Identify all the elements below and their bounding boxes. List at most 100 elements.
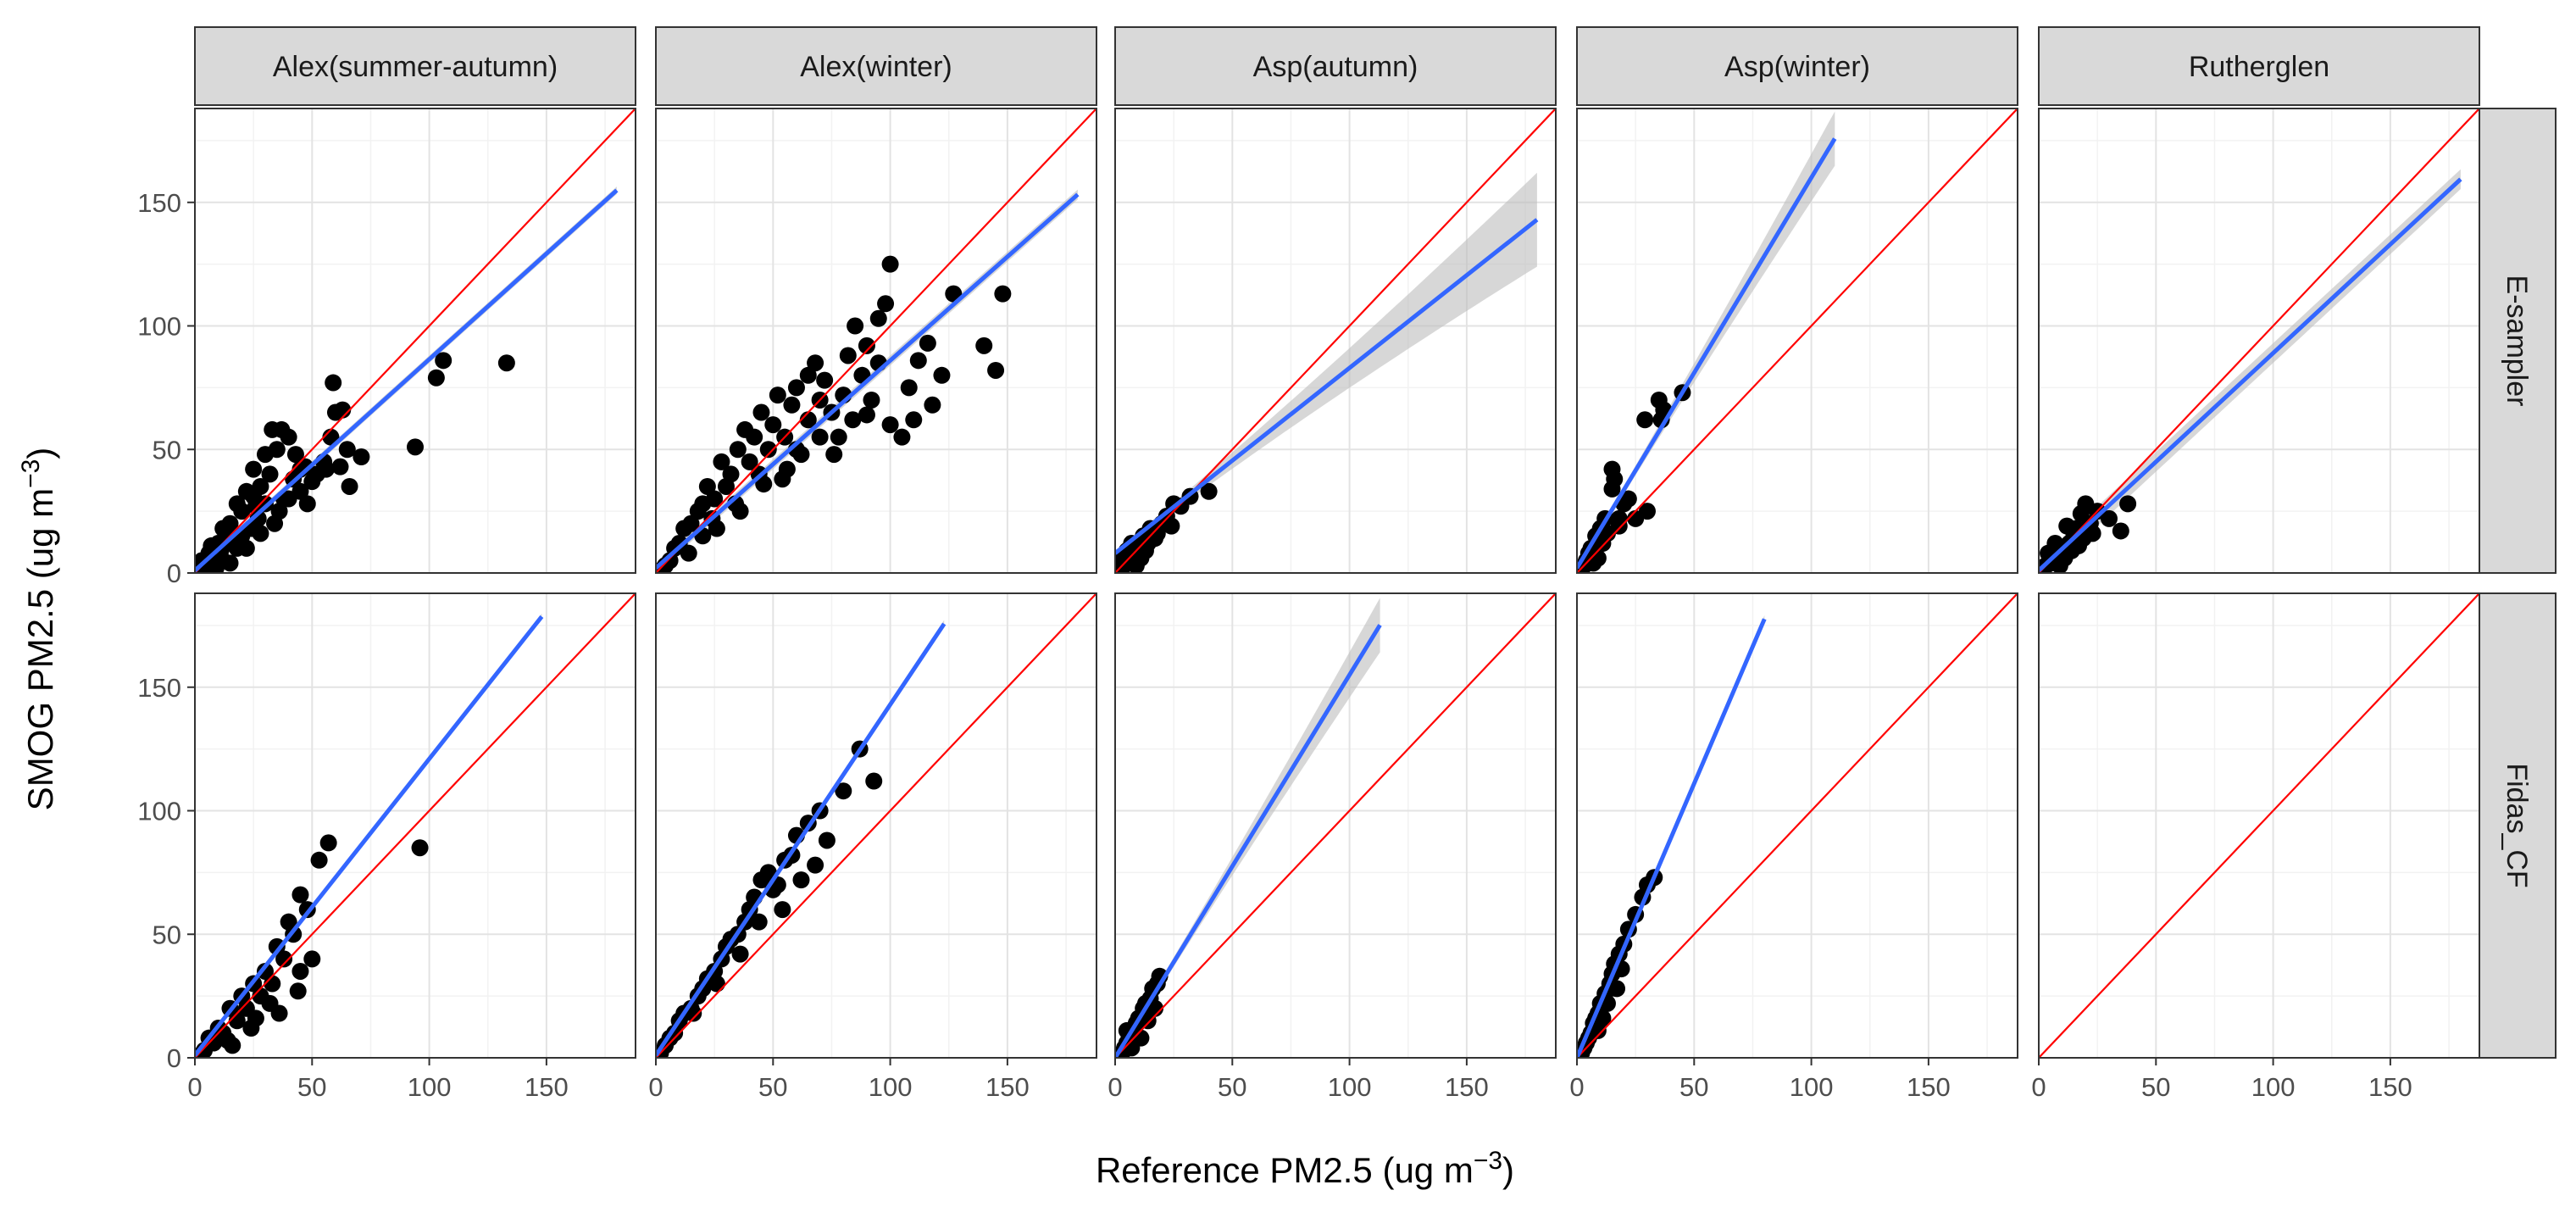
y-tick-label: 150 (137, 673, 181, 703)
data-point (1608, 980, 1626, 998)
reference-line (1577, 593, 2018, 1058)
panel-content (195, 593, 636, 1058)
data-point (994, 285, 1012, 303)
data-point (835, 782, 852, 800)
data-point (325, 374, 342, 392)
data-point (303, 473, 321, 491)
data-point (778, 460, 796, 478)
data-point (731, 945, 749, 963)
data-point (919, 334, 936, 352)
row-strip-label: Fidas_CF (2501, 763, 2533, 887)
data-point (750, 913, 768, 931)
data-point (825, 446, 843, 464)
data-point (731, 503, 749, 520)
column-strip (1576, 26, 2018, 106)
data-point (881, 416, 899, 434)
y-tick-label: 0 (167, 1043, 181, 1073)
panel-border (1114, 108, 1557, 574)
panel-content (656, 108, 1096, 573)
x-tick-label: 0 (1108, 1072, 1122, 1102)
data-point (783, 396, 801, 414)
panel-2-1 (1114, 592, 1557, 1059)
y-tick-label: 50 (153, 920, 181, 949)
data-point (270, 1004, 288, 1022)
x-axis-title: Reference PM2.5 (ug m−3) (1096, 1147, 1514, 1190)
data-point (341, 477, 358, 495)
data-point (987, 361, 1005, 379)
panel-2-0 (1114, 108, 1557, 574)
fit-line (656, 192, 1080, 570)
y-tick-label: 100 (137, 312, 181, 342)
panel-content (1115, 108, 1556, 573)
fit-line (195, 615, 544, 1057)
data-point (353, 448, 370, 465)
data-point (755, 476, 773, 493)
data-point (317, 460, 335, 478)
y-tick-label: 0 (167, 559, 181, 588)
panel-border (1576, 592, 2018, 1059)
data-point (792, 446, 810, 464)
data-point (2084, 525, 2101, 542)
x-tick-label: 100 (408, 1072, 452, 1102)
data-point (256, 962, 274, 980)
x-tick-label: 50 (1679, 1072, 1708, 1102)
panel-content (1577, 593, 2018, 1058)
data-point (900, 379, 918, 397)
column-strip-label: Alex(summer-autumn) (273, 51, 558, 83)
panel-content (2039, 593, 2479, 1058)
reference-line (2039, 108, 2479, 573)
data-point (275, 950, 293, 968)
x-tick-label: 50 (297, 1072, 326, 1102)
data-point (807, 354, 824, 372)
fit-line (656, 622, 947, 1057)
data-point (713, 453, 730, 470)
data-point (221, 554, 239, 572)
data-point (2058, 517, 2076, 535)
data-point (1163, 517, 1180, 535)
x-tick-label: 100 (1790, 1072, 1834, 1102)
data-point (2072, 505, 2090, 523)
data-point (252, 525, 269, 542)
data-point (310, 851, 328, 869)
data-point (1589, 1021, 1607, 1039)
column-strip (655, 26, 1097, 106)
panel-border (194, 108, 636, 574)
data-point (816, 371, 834, 389)
panel-0-0 (194, 108, 636, 574)
data-point (858, 336, 875, 354)
data-point (975, 336, 993, 354)
data-point (675, 520, 693, 537)
data-point (698, 477, 716, 495)
panel-4-0 (2038, 108, 2480, 574)
data-point (237, 539, 255, 557)
data-point (291, 482, 309, 500)
data-point (1139, 1012, 1157, 1030)
data-point (736, 420, 754, 438)
x-tick-label: 150 (1907, 1072, 1951, 1102)
row-strip (2479, 592, 2557, 1059)
panel-border (194, 592, 636, 1059)
fit-line (1577, 618, 1767, 1058)
panel-border (1576, 108, 2018, 574)
data-point (268, 937, 286, 955)
data-point (858, 406, 875, 424)
column-strip-label: Asp(autumn) (1253, 51, 1418, 83)
panel-border (1114, 592, 1557, 1059)
data-point (865, 772, 883, 790)
data-point (752, 403, 770, 421)
data-point (774, 901, 791, 919)
panel-3-0 (1576, 108, 2018, 574)
data-point (863, 391, 880, 409)
data-point (411, 839, 429, 857)
fit-line (1115, 218, 1539, 555)
panel-border (655, 108, 1097, 574)
panel-4-1 (2038, 592, 2480, 1059)
x-tick-label: 100 (2251, 1072, 2296, 1102)
data-point (224, 1037, 242, 1054)
row-strip-label: E-sampler (2501, 275, 2533, 407)
data-point (228, 495, 246, 513)
data-point (877, 295, 895, 313)
y-tick-label: 50 (153, 435, 181, 464)
reference-line (195, 593, 636, 1058)
panel-3-1 (1576, 592, 2018, 1059)
